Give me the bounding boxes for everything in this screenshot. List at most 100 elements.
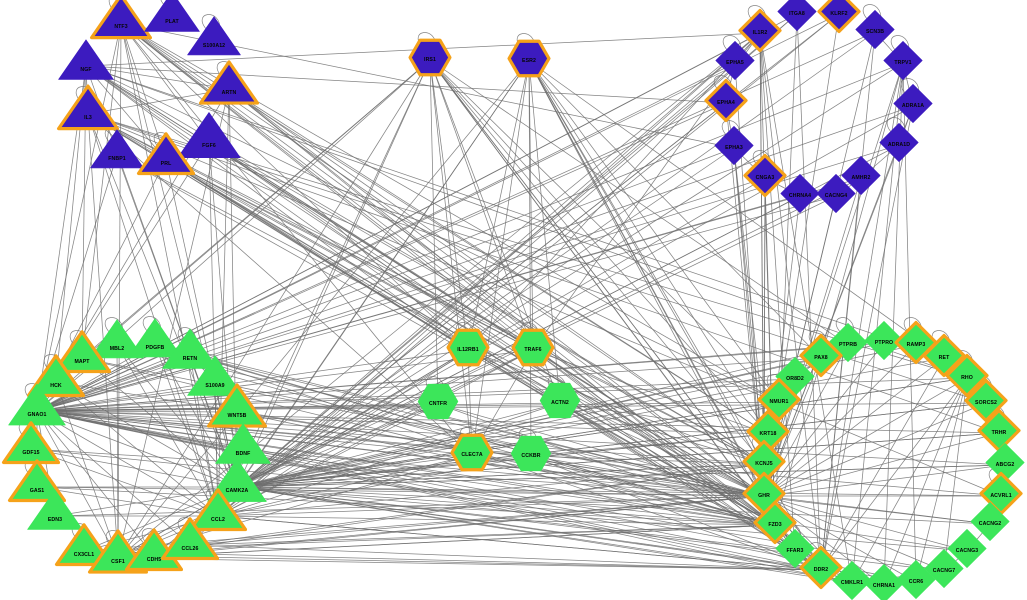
- graph-edge: [763, 402, 987, 497]
- graph-edge: [85, 65, 945, 359]
- graph-edge: [36, 22, 122, 412]
- triangle-shape-icon: [0, 416, 62, 483]
- graph-edge: [208, 141, 822, 571]
- triangle-shape-icon: [212, 417, 274, 484]
- diamond-shape-icon: [857, 557, 911, 600]
- graph-edge: [87, 113, 1002, 497]
- graph-edge: [236, 463, 765, 488]
- diamond-shape-icon: [834, 149, 888, 208]
- graph-edge: [763, 62, 904, 497]
- graph-edge: [36, 410, 219, 517]
- graph-edge: [36, 354, 191, 412]
- diamond-shape-icon: [821, 316, 875, 375]
- graph-edge: [228, 88, 765, 465]
- triangle-shape-icon: [135, 127, 197, 194]
- graph-edge: [763, 464, 1006, 497]
- graph-edge: [532, 349, 769, 435]
- graph-edge: [85, 65, 534, 351]
- graph-edge: [530, 455, 765, 465]
- graph-edge: [890, 35, 910, 54]
- triangle-shape-icon: [205, 378, 269, 447]
- graph-edge: [117, 557, 822, 571]
- graph-edge: [759, 32, 765, 465]
- graph-edge: [208, 141, 238, 488]
- graph-edge: [36, 486, 765, 497]
- graph-edge: [429, 59, 534, 351]
- graph-edge: [763, 195, 837, 497]
- graph-edge: [36, 410, 238, 488]
- graph-edge: [851, 377, 968, 584]
- graph-edge: [153, 555, 822, 571]
- hexagon-shape-icon: [406, 34, 454, 87]
- hexagon-shape-icon: [509, 324, 557, 377]
- graph-edge: [467, 349, 765, 497]
- graph-edge: [81, 357, 765, 497]
- graph-edge: [36, 410, 968, 552]
- graph-edge: [87, 113, 219, 517]
- triangle-shape-icon: [141, 0, 203, 52]
- triangle-shape-icon: [24, 483, 86, 550]
- graph-edge: [87, 113, 119, 559]
- graph-edge: [820, 377, 968, 571]
- graph-edge: [36, 410, 796, 552]
- graph-edge: [208, 141, 765, 465]
- diamond-shape-icon: [963, 495, 1017, 554]
- graph-edge: [30, 448, 219, 517]
- graph-edge: [236, 486, 796, 552]
- graph-edge: [117, 60, 530, 559]
- graph-edge: [36, 410, 885, 587]
- triangle-shape-icon: [174, 105, 244, 180]
- graph-edge: [429, 59, 439, 405]
- graph-edge: [36, 342, 885, 412]
- graph-edge: [763, 144, 900, 497]
- diamond-shape-icon: [889, 553, 943, 600]
- graph-edge: [189, 544, 822, 571]
- diamond-shape-icon: [857, 314, 911, 373]
- triangle-shape-icon: [25, 349, 87, 416]
- graph-edge: [36, 401, 780, 412]
- graph-edge: [55, 381, 765, 497]
- graph-edge: [236, 486, 968, 552]
- graph-edge: [217, 515, 822, 571]
- triangle-shape-icon: [184, 10, 244, 75]
- graph-edge: [36, 349, 534, 412]
- graph-edge: [36, 195, 801, 412]
- graph-edge: [242, 449, 765, 497]
- diamond-shape-icon: [793, 540, 849, 600]
- triangle-shape-icon: [204, 452, 270, 523]
- graph-edge: [189, 354, 765, 497]
- graph-edge: [165, 159, 765, 465]
- graph-edge: [467, 32, 761, 351]
- graph-edge: [217, 495, 765, 517]
- triangle-shape-icon: [159, 512, 221, 579]
- graph-edge: [36, 177, 766, 412]
- triangle-shape-icon: [6, 454, 68, 521]
- hexagon-shape-icon: [414, 378, 462, 431]
- graph-edge: [528, 60, 769, 435]
- diamond-shape-icon: [707, 119, 761, 178]
- graph-edge: [236, 177, 862, 488]
- graph-edge: [81, 22, 122, 359]
- graph-edge: [528, 60, 561, 404]
- graph-edge: [55, 381, 238, 488]
- triangle-shape-icon: [187, 483, 249, 550]
- graph-edge: [733, 147, 765, 465]
- triangle-shape-icon: [159, 322, 221, 389]
- graph-edge: [559, 402, 776, 526]
- diamond-shape-icon: [732, 3, 788, 64]
- graph-edge: [528, 60, 765, 465]
- graph-edge: [154, 343, 765, 497]
- graph-edge: [900, 78, 920, 97]
- graph-edge: [559, 402, 765, 465]
- graph-edge: [774, 62, 904, 526]
- graph-edge: [228, 88, 769, 435]
- graph-edge: [217, 32, 761, 517]
- graph-edge: [763, 432, 1000, 497]
- graph-edge: [722, 35, 742, 54]
- graph-edge: [36, 402, 987, 412]
- graph-edge: [236, 486, 1002, 497]
- graph-edge: [763, 495, 917, 583]
- graph-edge: [835, 317, 855, 336]
